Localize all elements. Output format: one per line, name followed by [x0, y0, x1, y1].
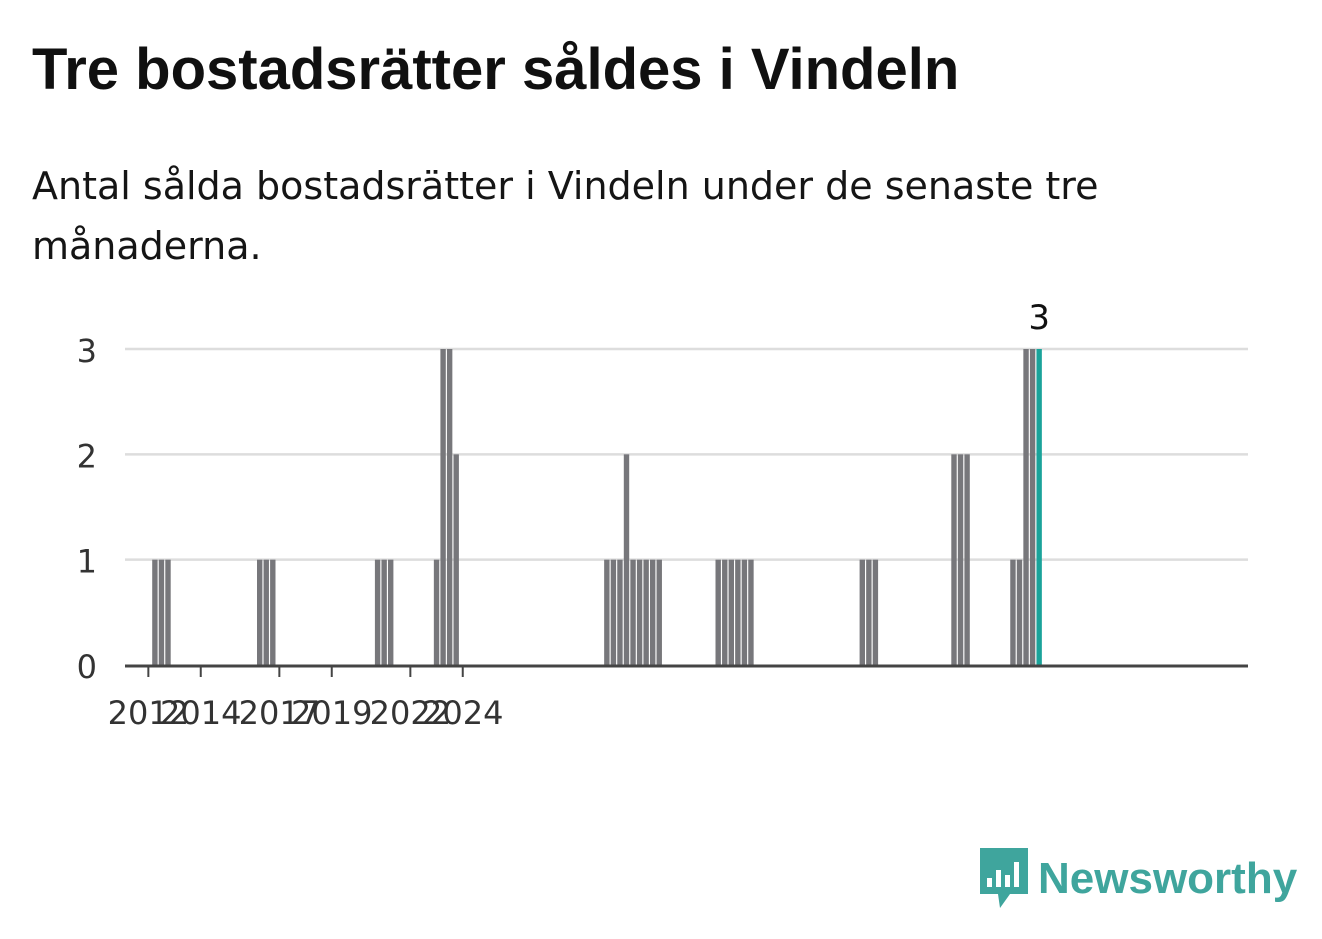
bar — [872, 559, 879, 665]
bar — [610, 559, 617, 665]
bar — [735, 559, 741, 665]
bar — [715, 559, 721, 665]
bar — [636, 559, 643, 665]
bar — [453, 454, 459, 665]
bar — [388, 559, 394, 665]
bar — [440, 349, 446, 665]
bar — [604, 559, 610, 665]
bar — [263, 559, 269, 665]
y-tick-label: 2 — [77, 437, 97, 475]
bar — [866, 559, 872, 665]
bar — [728, 559, 734, 665]
bar — [722, 559, 728, 665]
bar — [152, 559, 158, 665]
bar — [623, 454, 630, 665]
bar — [951, 454, 957, 665]
bar — [1023, 349, 1029, 665]
bar — [433, 559, 440, 665]
x-tick-label: 2024 — [422, 694, 503, 732]
bar — [630, 559, 636, 665]
bar — [957, 454, 964, 665]
bar — [270, 559, 276, 665]
y-tick-label: 1 — [77, 543, 97, 581]
bar — [446, 349, 453, 665]
bar — [964, 454, 970, 665]
bar — [374, 559, 381, 665]
bar — [748, 559, 754, 665]
bar — [1010, 559, 1016, 665]
brand-name: Newsworthy — [1038, 854, 1298, 903]
bar — [741, 559, 748, 665]
bar — [650, 559, 656, 665]
bars — [152, 349, 1042, 665]
bar — [859, 559, 865, 665]
highlight-value-label: 3 — [1028, 298, 1050, 338]
y-tick-label: 0 — [77, 648, 97, 686]
data-labels: 3 — [1028, 298, 1050, 338]
bar — [165, 559, 171, 665]
bar — [158, 559, 165, 665]
newsworthy-logo-icon — [980, 848, 1028, 908]
x-tick-label: 2022 — [370, 694, 451, 732]
bar — [257, 559, 263, 665]
bar — [617, 559, 623, 665]
bar — [656, 559, 662, 665]
x-tick-label: 2019 — [291, 694, 372, 732]
bar — [643, 559, 649, 665]
newsworthy-logo: Newsworthy — [980, 846, 1297, 912]
bar — [381, 559, 387, 665]
x-tick-label: 2017 — [239, 694, 320, 732]
chart-subtitle: Antal sålda bostadsrätter i Vindeln unde… — [32, 164, 1099, 268]
x-tick-label: 2012 — [108, 694, 189, 732]
bar — [1029, 349, 1036, 665]
gridlines — [125, 347, 1248, 561]
x-tick-label: 2014 — [160, 694, 241, 732]
bar — [1016, 559, 1023, 665]
y-tick-label: 3 — [77, 332, 97, 370]
chart-title: Tre bostadsrätter såldes i Vindeln — [32, 37, 960, 102]
bar-highlight — [1036, 349, 1042, 665]
